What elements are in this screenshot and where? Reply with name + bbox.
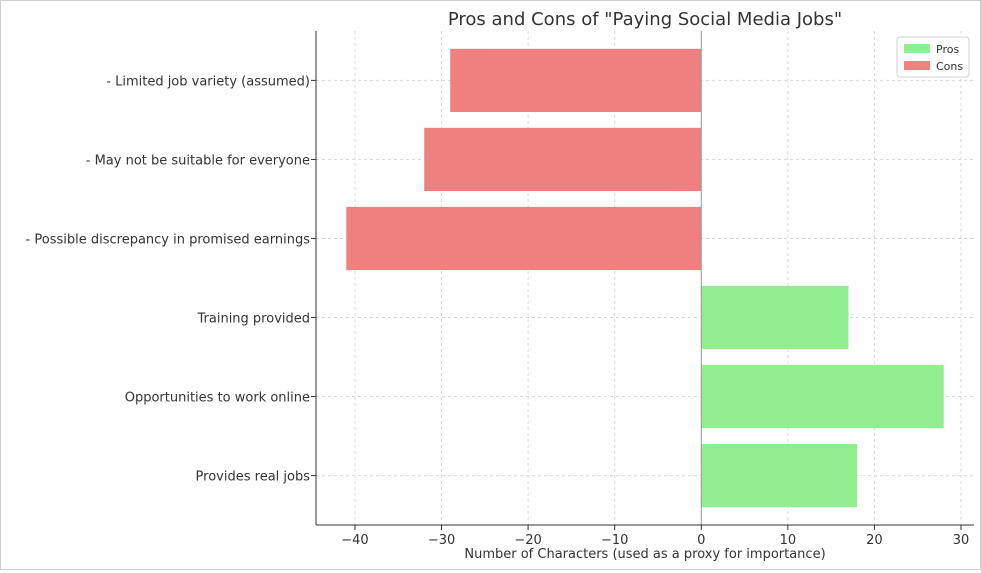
legend-label-pros: Pros [936, 43, 959, 56]
x-tick-label: −30 [428, 533, 455, 548]
bar-pros [701, 364, 944, 429]
chart-title: Pros and Cons of "Paying Social Media Jo… [448, 9, 842, 30]
axes [311, 31, 974, 530]
legend-swatch-cons [904, 61, 930, 70]
grid [316, 31, 974, 525]
x-tick-label: −10 [601, 533, 628, 548]
bars [346, 48, 944, 508]
legend-swatch-pros [904, 44, 930, 53]
x-tick-label: 10 [780, 533, 797, 548]
x-tick-label: 30 [953, 533, 970, 548]
y-tick-label: - Limited job variety (assumed) [106, 74, 310, 89]
bar-cons [424, 127, 702, 192]
x-tick-label: −20 [514, 533, 541, 548]
bar-cons [450, 48, 702, 113]
y-tick-label: - May not be suitable for everyone [86, 153, 310, 168]
x-tick-label: 20 [866, 533, 883, 548]
legend: Pros Cons [896, 36, 970, 78]
x-tick-label: 0 [697, 533, 705, 548]
x-axis-label: Number of Characters (used as a proxy fo… [464, 547, 825, 562]
x-tick-label: −40 [341, 533, 368, 548]
bar-cons [346, 206, 702, 271]
y-tick-label: Training provided [197, 312, 311, 327]
y-tick-label: Opportunities to work online [125, 391, 310, 406]
bar-pros [701, 443, 858, 508]
y-tick-label: - Possible discrepancy in promised earni… [26, 232, 311, 247]
legend-label-cons: Cons [936, 60, 963, 73]
tick-labels: −40 −30 −20 −10 0 10 20 30 - Limited job variety… [26, 74, 970, 548]
bar-pros [701, 285, 849, 350]
y-tick-label: Provides real jobs [196, 470, 311, 485]
